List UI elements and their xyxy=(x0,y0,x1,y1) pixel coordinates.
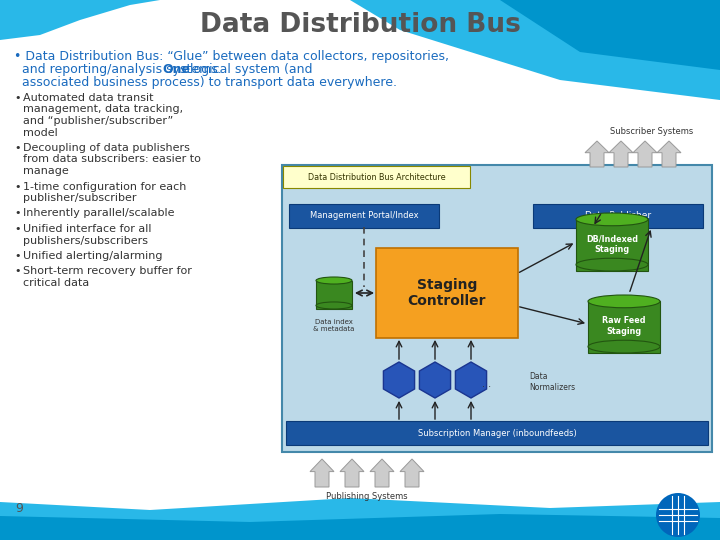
Text: Inherently parallel/scalable: Inherently parallel/scalable xyxy=(23,208,174,219)
Text: Unified interface for all: Unified interface for all xyxy=(23,224,151,234)
Ellipse shape xyxy=(576,213,648,226)
FancyBboxPatch shape xyxy=(282,165,712,452)
FancyBboxPatch shape xyxy=(283,166,470,188)
Text: • Data Distribution Bus: “Glue” between data collectors, repositories,: • Data Distribution Bus: “Glue” between … xyxy=(14,50,449,63)
Text: •: • xyxy=(14,181,20,192)
Text: associated business process) to transport data everywhere.: associated business process) to transpor… xyxy=(22,76,397,89)
Polygon shape xyxy=(585,141,609,167)
Text: •: • xyxy=(14,93,20,103)
Text: •: • xyxy=(14,208,20,219)
Text: manage: manage xyxy=(23,166,68,176)
Text: •: • xyxy=(14,251,20,261)
Polygon shape xyxy=(0,514,720,540)
Text: Data
Normalizers: Data Normalizers xyxy=(529,372,575,391)
Polygon shape xyxy=(400,459,424,487)
Polygon shape xyxy=(340,459,364,487)
Circle shape xyxy=(656,493,700,537)
Ellipse shape xyxy=(588,340,660,353)
FancyBboxPatch shape xyxy=(588,301,660,353)
Text: •: • xyxy=(14,224,20,234)
Polygon shape xyxy=(633,141,657,167)
Text: One: One xyxy=(162,63,190,76)
Polygon shape xyxy=(657,141,681,167)
Text: publisher/subscriber: publisher/subscriber xyxy=(23,193,137,203)
Text: management, data tracking,: management, data tracking, xyxy=(23,105,183,114)
Text: •: • xyxy=(14,143,20,153)
Text: Short-term recovery buffer for: Short-term recovery buffer for xyxy=(23,267,192,276)
Text: model: model xyxy=(23,127,58,138)
Ellipse shape xyxy=(316,277,352,284)
Text: DB/Indexed
Staging: DB/Indexed Staging xyxy=(586,234,638,254)
Text: critical data: critical data xyxy=(23,278,89,288)
FancyBboxPatch shape xyxy=(576,219,648,271)
Text: 9: 9 xyxy=(15,502,23,515)
Text: Management Portal/Index: Management Portal/Index xyxy=(310,212,418,220)
Text: and reporting/analysis systems.: and reporting/analysis systems. xyxy=(22,63,230,76)
Ellipse shape xyxy=(588,295,660,308)
Text: logical system (and: logical system (and xyxy=(186,63,312,76)
Text: Data index
& metadata: Data index & metadata xyxy=(313,319,355,332)
Text: Subscriber Systems: Subscriber Systems xyxy=(611,127,693,136)
Text: Decoupling of data publishers: Decoupling of data publishers xyxy=(23,143,190,153)
Polygon shape xyxy=(500,0,720,70)
Text: Data Publisher: Data Publisher xyxy=(585,212,651,220)
Text: Data Distribution Bus Architecture: Data Distribution Bus Architecture xyxy=(307,172,445,181)
FancyBboxPatch shape xyxy=(286,421,708,445)
Polygon shape xyxy=(0,0,160,40)
Polygon shape xyxy=(370,459,394,487)
Text: Unified alerting/alarming: Unified alerting/alarming xyxy=(23,251,163,261)
FancyBboxPatch shape xyxy=(533,204,703,228)
Text: . .: . . xyxy=(482,379,492,389)
Text: Data Distribution Bus: Data Distribution Bus xyxy=(199,12,521,38)
Text: Publishing Systems: Publishing Systems xyxy=(326,492,408,501)
FancyBboxPatch shape xyxy=(289,204,439,228)
Text: publishers/subscribers: publishers/subscribers xyxy=(23,235,148,246)
Text: Staging
Controller: Staging Controller xyxy=(408,278,486,308)
Text: 1-time configuration for each: 1-time configuration for each xyxy=(23,181,186,192)
FancyBboxPatch shape xyxy=(316,280,352,309)
Ellipse shape xyxy=(576,258,648,271)
Ellipse shape xyxy=(316,302,352,309)
Text: and “publisher/subscriber”: and “publisher/subscriber” xyxy=(23,116,174,126)
Polygon shape xyxy=(310,459,334,487)
Polygon shape xyxy=(609,141,633,167)
Text: Subscription Manager (inboundfeeds): Subscription Manager (inboundfeeds) xyxy=(418,429,577,437)
Text: •: • xyxy=(14,267,20,276)
Polygon shape xyxy=(350,0,720,100)
Text: Automated data transit: Automated data transit xyxy=(23,93,153,103)
FancyBboxPatch shape xyxy=(376,248,518,338)
Text: from data subscribers: easier to: from data subscribers: easier to xyxy=(23,154,201,165)
Text: Raw Feed
Staging: Raw Feed Staging xyxy=(602,316,646,336)
Polygon shape xyxy=(0,498,720,540)
